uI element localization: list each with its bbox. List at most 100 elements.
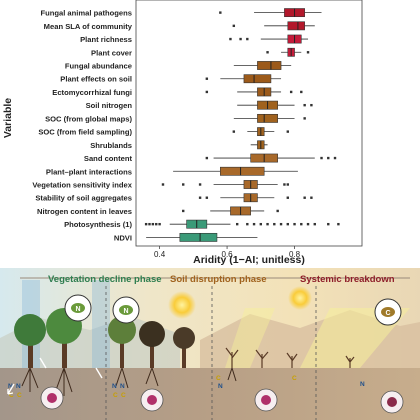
- phase-illustration: N N C N N C C: [0, 268, 420, 420]
- outlier-point: [286, 183, 289, 186]
- outlier-point: [333, 156, 337, 160]
- x-tick-label: 0.4: [154, 250, 166, 259]
- outlier-point: [148, 222, 151, 226]
- outlier-point: [276, 209, 279, 213]
- category-label: Fungal animal pathogens: [40, 9, 132, 18]
- outlier-point: [151, 222, 155, 226]
- outlier-point: [246, 222, 249, 226]
- box-series-2: [229, 34, 309, 44]
- box-series-10: [250, 140, 268, 150]
- soil-layer: [0, 368, 420, 420]
- outlier-point: [182, 209, 185, 213]
- outlier-point: [182, 183, 185, 186]
- outlier-point: [198, 196, 202, 199]
- category-label: Plant richness: [80, 35, 132, 44]
- outlier-point: [235, 222, 239, 226]
- outlier-point: [219, 11, 222, 14]
- soil-letter: C: [113, 392, 118, 399]
- sun-icon: [168, 291, 196, 319]
- category-labels-layer: Fungal animal pathogens Mean SLA of commu…: [32, 9, 132, 243]
- outlier-point: [303, 103, 306, 107]
- y-axis-title: Variable: [2, 98, 14, 138]
- outlier-point: [303, 196, 306, 199]
- box-series-5: [205, 74, 282, 84]
- box-series-11: [205, 153, 337, 163]
- outlier-point: [232, 24, 236, 28]
- box-series-3: [266, 47, 310, 57]
- soil-letter: N: [8, 383, 13, 390]
- outlier-point: [300, 90, 303, 94]
- soil-letter: C: [9, 392, 14, 399]
- outlier-point: [320, 156, 323, 160]
- outlier-point: [259, 222, 263, 226]
- outlier-point: [229, 37, 232, 41]
- category-label: Stability of soil aggregates: [35, 194, 132, 203]
- outlier-point: [286, 130, 289, 133]
- leaf-badges: N N C: [64, 294, 402, 326]
- category-label: Plant effects on soil: [60, 75, 132, 84]
- category-label: Fungal abundance: [65, 62, 132, 71]
- box-iqr: [257, 61, 282, 70]
- leaf-badge-c: C: [385, 310, 390, 317]
- x-tick-label: 0.6: [222, 250, 234, 259]
- outlier-point: [161, 183, 165, 186]
- category-label: Plant cover: [91, 48, 132, 57]
- category-label: Photosynthesis (1): [64, 220, 132, 229]
- category-label: SOC (from global maps): [45, 114, 132, 123]
- outlier-point: [158, 222, 161, 226]
- box-series-17: [146, 232, 258, 242]
- outlier-point: [327, 156, 330, 160]
- category-label: SOC (from field sampling): [38, 128, 132, 137]
- boxes-layer: [144, 8, 340, 242]
- outlier-point: [266, 222, 269, 226]
- box-series-15: [182, 206, 279, 216]
- outlier-point: [286, 196, 289, 199]
- x-axis-layer: 0.4 0.6 0.8: [154, 246, 301, 259]
- outlier-point: [289, 90, 293, 94]
- category-label: Shrublands: [90, 141, 132, 150]
- soil-letter: C: [121, 392, 126, 399]
- outlier-point: [266, 51, 269, 54]
- box-iqr: [243, 74, 272, 84]
- box-series-12: [173, 166, 298, 176]
- outlier-point: [306, 222, 310, 226]
- outlier-point: [303, 117, 306, 120]
- aridity-boxplot-chart: Fungal animal pathogens Mean SLA of commu…: [2, 0, 363, 266]
- dry-shrubs: [225, 347, 355, 368]
- box-series-1: [232, 21, 315, 31]
- sun-icon-2: [288, 286, 312, 310]
- outlier-point: [205, 90, 209, 94]
- box-series-14: [198, 193, 313, 203]
- box-series-6: [205, 87, 303, 97]
- soil-nutrient-letters: N N C C N N C C C N C N: [8, 375, 365, 399]
- phase-label-soil-disruption: Soil disruption phase: [170, 274, 267, 285]
- outlier-point: [246, 37, 249, 41]
- outlier-point: [283, 183, 286, 186]
- box-series-7: [237, 100, 313, 110]
- outlier-point: [310, 103, 313, 107]
- soil-letter: C: [17, 392, 22, 399]
- leaf-badge-n-1: N: [75, 306, 80, 313]
- phase-illustration-panel: N N C N N C C: [0, 268, 420, 420]
- outlier-point: [205, 77, 209, 80]
- box-series-8: [233, 113, 306, 123]
- outlier-point: [144, 222, 148, 226]
- category-label: Soil nitrogen: [86, 101, 133, 110]
- phase-label-systemic-breakdown: Systemic breakdown: [300, 274, 395, 285]
- outlier-point: [239, 37, 242, 41]
- box-series-0: [219, 8, 322, 18]
- x-tick-label: 0.8: [289, 250, 301, 259]
- outlier-point: [279, 222, 283, 226]
- outlier-point: [205, 156, 209, 160]
- soil-letter: N: [120, 383, 125, 390]
- outlier-point: [327, 222, 330, 226]
- box-series-4: [233, 61, 292, 70]
- box-iqr: [287, 21, 305, 31]
- outlier-point: [306, 51, 310, 54]
- rain-band-2: [92, 280, 110, 368]
- category-label: Vegetation sensitivity index: [32, 181, 132, 190]
- soil-letter: C: [292, 375, 297, 382]
- outlier-point: [205, 196, 209, 199]
- outlier-point: [252, 222, 256, 226]
- outlier-point: [232, 130, 236, 133]
